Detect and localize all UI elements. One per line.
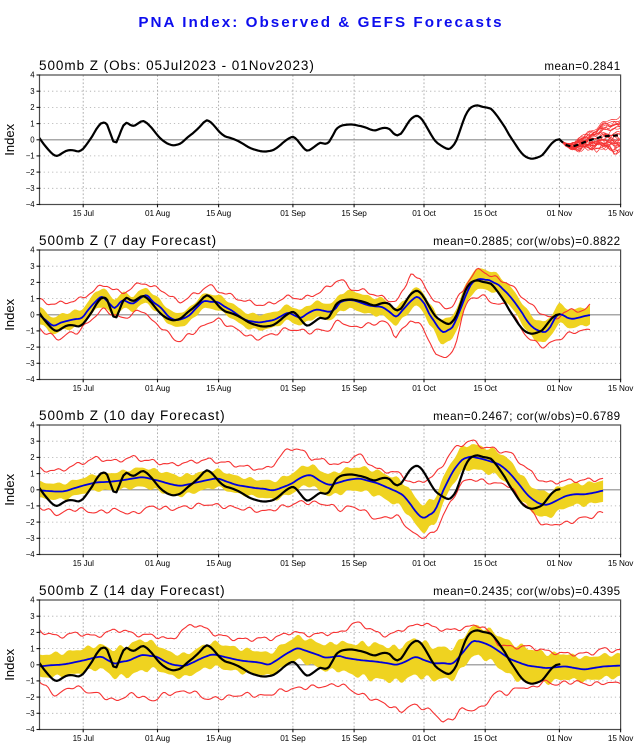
svg-text:500mb Z (14 day Forecast): 500mb Z (14 day Forecast)	[39, 583, 226, 598]
svg-text:2: 2	[30, 103, 34, 112]
svg-text:15 Aug: 15 Aug	[206, 559, 231, 568]
svg-text:01 Nov: 01 Nov	[547, 734, 573, 743]
svg-text:−1: −1	[26, 677, 35, 686]
svg-text:15 Aug: 15 Aug	[206, 384, 231, 393]
svg-text:15 Nov: 15 Nov	[608, 384, 634, 393]
svg-text:3: 3	[30, 612, 34, 621]
svg-text:3: 3	[30, 262, 34, 271]
svg-text:−4: −4	[26, 375, 36, 384]
svg-text:01 Aug: 01 Aug	[145, 734, 170, 743]
svg-text:−2: −2	[26, 343, 35, 352]
svg-text:500mb Z (7 day Forecast): 500mb Z (7 day Forecast)	[39, 233, 217, 248]
svg-text:01 Aug: 01 Aug	[145, 384, 170, 393]
svg-text:−1: −1	[26, 502, 35, 511]
svg-text:15 Oct: 15 Oct	[473, 734, 497, 743]
svg-text:01 Aug: 01 Aug	[145, 209, 170, 218]
svg-text:15 Nov: 15 Nov	[608, 734, 634, 743]
svg-text:−2: −2	[26, 693, 35, 702]
svg-text:01 Sep: 01 Sep	[280, 559, 306, 568]
svg-text:01 Oct: 01 Oct	[412, 559, 436, 568]
svg-text:01 Nov: 01 Nov	[547, 209, 573, 218]
svg-text:4: 4	[30, 596, 35, 605]
svg-text:−3: −3	[26, 359, 35, 368]
svg-text:0: 0	[30, 661, 35, 670]
svg-text:15 Nov: 15 Nov	[608, 209, 634, 218]
svg-text:−3: −3	[26, 709, 35, 718]
svg-text:0: 0	[30, 485, 35, 494]
svg-text:Index: Index	[2, 648, 17, 680]
svg-text:4: 4	[30, 246, 35, 255]
svg-text:−2: −2	[26, 168, 35, 177]
svg-text:15 Jul: 15 Jul	[73, 734, 95, 743]
svg-text:4: 4	[30, 421, 35, 430]
svg-text:15 Aug: 15 Aug	[206, 209, 231, 218]
svg-text:0: 0	[30, 135, 35, 144]
svg-text:01 Oct: 01 Oct	[412, 384, 436, 393]
svg-text:mean=0.2467; cor(w/obs)=0.6789: mean=0.2467; cor(w/obs)=0.6789	[433, 410, 621, 423]
svg-text:01 Oct: 01 Oct	[412, 209, 436, 218]
svg-text:500mb Z (Obs: 05Jul2023 - 01No: 500mb Z (Obs: 05Jul2023 - 01Nov2023)	[39, 58, 315, 73]
svg-text:3: 3	[30, 437, 34, 446]
svg-text:3: 3	[30, 87, 34, 96]
svg-text:Index: Index	[2, 123, 17, 155]
svg-text:01 Oct: 01 Oct	[412, 734, 436, 743]
svg-text:−1: −1	[26, 327, 35, 336]
svg-text:15 Jul: 15 Jul	[73, 559, 95, 568]
svg-text:−1: −1	[26, 152, 35, 161]
svg-text:2: 2	[30, 278, 34, 287]
svg-text:01 Nov: 01 Nov	[547, 384, 573, 393]
svg-text:2: 2	[30, 628, 34, 637]
svg-text:PNA Index: Observed & GEFS For: PNA Index: Observed & GEFS Forecasts	[138, 14, 503, 31]
svg-text:1: 1	[30, 294, 34, 303]
svg-text:2: 2	[30, 453, 34, 462]
svg-text:mean=0.2885; cor(w/obs)=0.8822: mean=0.2885; cor(w/obs)=0.8822	[433, 235, 621, 248]
svg-text:15 Oct: 15 Oct	[473, 559, 497, 568]
svg-text:−2: −2	[26, 518, 35, 527]
svg-text:01 Nov: 01 Nov	[547, 559, 573, 568]
svg-text:−3: −3	[26, 534, 35, 543]
svg-text:01 Sep: 01 Sep	[280, 734, 306, 743]
svg-text:−4: −4	[26, 725, 36, 734]
svg-text:15 Oct: 15 Oct	[473, 384, 497, 393]
svg-text:15 Jul: 15 Jul	[73, 384, 95, 393]
svg-text:−4: −4	[26, 550, 36, 559]
svg-text:4: 4	[30, 71, 35, 80]
svg-text:1: 1	[30, 644, 34, 653]
svg-text:15 Jul: 15 Jul	[73, 209, 95, 218]
svg-text:15 Sep: 15 Sep	[341, 384, 367, 393]
svg-text:15 Aug: 15 Aug	[206, 734, 231, 743]
svg-text:−3: −3	[26, 184, 35, 193]
svg-text:0: 0	[30, 310, 35, 319]
svg-text:Index: Index	[2, 298, 17, 330]
svg-text:15 Sep: 15 Sep	[341, 559, 367, 568]
svg-text:15 Oct: 15 Oct	[473, 209, 497, 218]
svg-text:500mb Z (10 day Forecast): 500mb Z (10 day Forecast)	[39, 408, 226, 423]
svg-text:01 Sep: 01 Sep	[280, 384, 306, 393]
svg-text:15 Sep: 15 Sep	[341, 209, 367, 218]
svg-text:mean=0.2841: mean=0.2841	[544, 60, 620, 73]
svg-text:01 Aug: 01 Aug	[145, 559, 170, 568]
svg-text:1: 1	[30, 119, 34, 128]
svg-text:−4: −4	[26, 200, 36, 209]
svg-text:Index: Index	[2, 473, 17, 505]
svg-text:mean=0.2435; cor(w/obs)=0.4395: mean=0.2435; cor(w/obs)=0.4395	[433, 585, 621, 598]
svg-text:01 Sep: 01 Sep	[280, 209, 306, 218]
svg-text:15 Nov: 15 Nov	[608, 559, 634, 568]
svg-text:1: 1	[30, 469, 34, 478]
svg-text:15 Sep: 15 Sep	[341, 734, 367, 743]
